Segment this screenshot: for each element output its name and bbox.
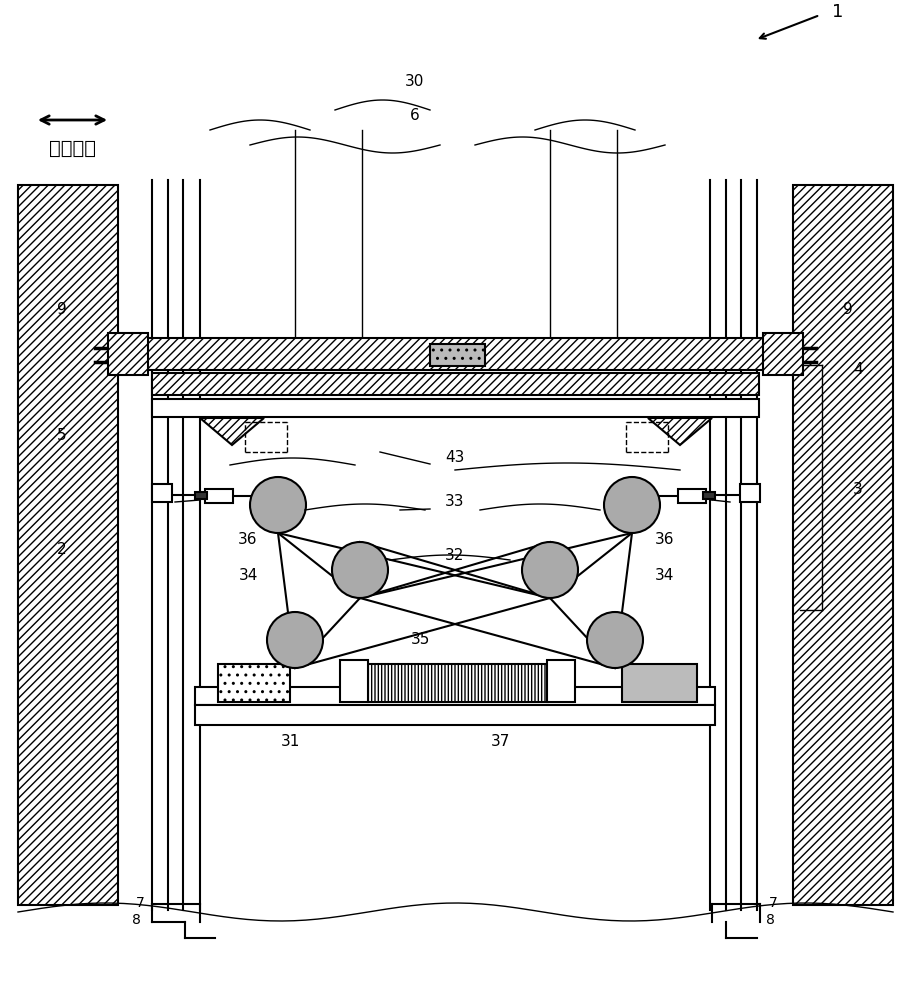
Text: 43: 43 (445, 450, 465, 466)
Text: 30: 30 (405, 75, 425, 90)
Bar (152, 373, 759, 395)
Text: 8: 8 (131, 913, 140, 927)
Bar (703, 492, 715, 499)
Polygon shape (648, 418, 712, 445)
Circle shape (604, 477, 660, 533)
Text: 34: 34 (655, 568, 675, 582)
Bar (547, 660, 575, 702)
Text: 5: 5 (57, 428, 67, 442)
Bar (368, 664, 548, 702)
Text: 9: 9 (57, 302, 67, 318)
Circle shape (522, 542, 578, 598)
Text: 1: 1 (833, 3, 844, 21)
Bar (108, 333, 148, 375)
Text: 37: 37 (490, 734, 509, 750)
Bar (740, 484, 760, 502)
Text: 36: 36 (655, 532, 675, 548)
Text: 3: 3 (853, 483, 863, 497)
Text: 8: 8 (765, 913, 774, 927)
Circle shape (332, 542, 388, 598)
Text: 左右方向: 左右方向 (48, 138, 96, 157)
Bar (763, 333, 803, 375)
Bar (430, 344, 485, 366)
Circle shape (587, 612, 643, 668)
Bar (793, 185, 893, 905)
Bar (18, 185, 118, 905)
Bar (152, 484, 172, 502)
Bar (622, 664, 697, 702)
Bar (218, 664, 290, 702)
Text: 34: 34 (239, 568, 258, 582)
Text: 6: 6 (410, 107, 420, 122)
Circle shape (250, 477, 306, 533)
Text: 7: 7 (136, 896, 144, 910)
Bar (152, 399, 759, 417)
Text: 35: 35 (410, 633, 430, 648)
Text: 31: 31 (281, 734, 300, 750)
Text: 7: 7 (769, 896, 777, 910)
Circle shape (267, 612, 323, 668)
Text: 36: 36 (239, 532, 258, 548)
Bar (195, 705, 715, 725)
Text: 9: 9 (843, 302, 853, 318)
Text: 2: 2 (57, 542, 67, 558)
Text: 4: 4 (854, 362, 863, 377)
Bar (678, 489, 706, 503)
Bar (205, 489, 233, 503)
Bar (340, 660, 368, 702)
Bar (113, 338, 798, 370)
Bar (195, 687, 715, 705)
Text: 32: 32 (445, 548, 465, 562)
Text: 33: 33 (445, 494, 465, 510)
Bar (195, 492, 207, 499)
Polygon shape (200, 418, 264, 445)
